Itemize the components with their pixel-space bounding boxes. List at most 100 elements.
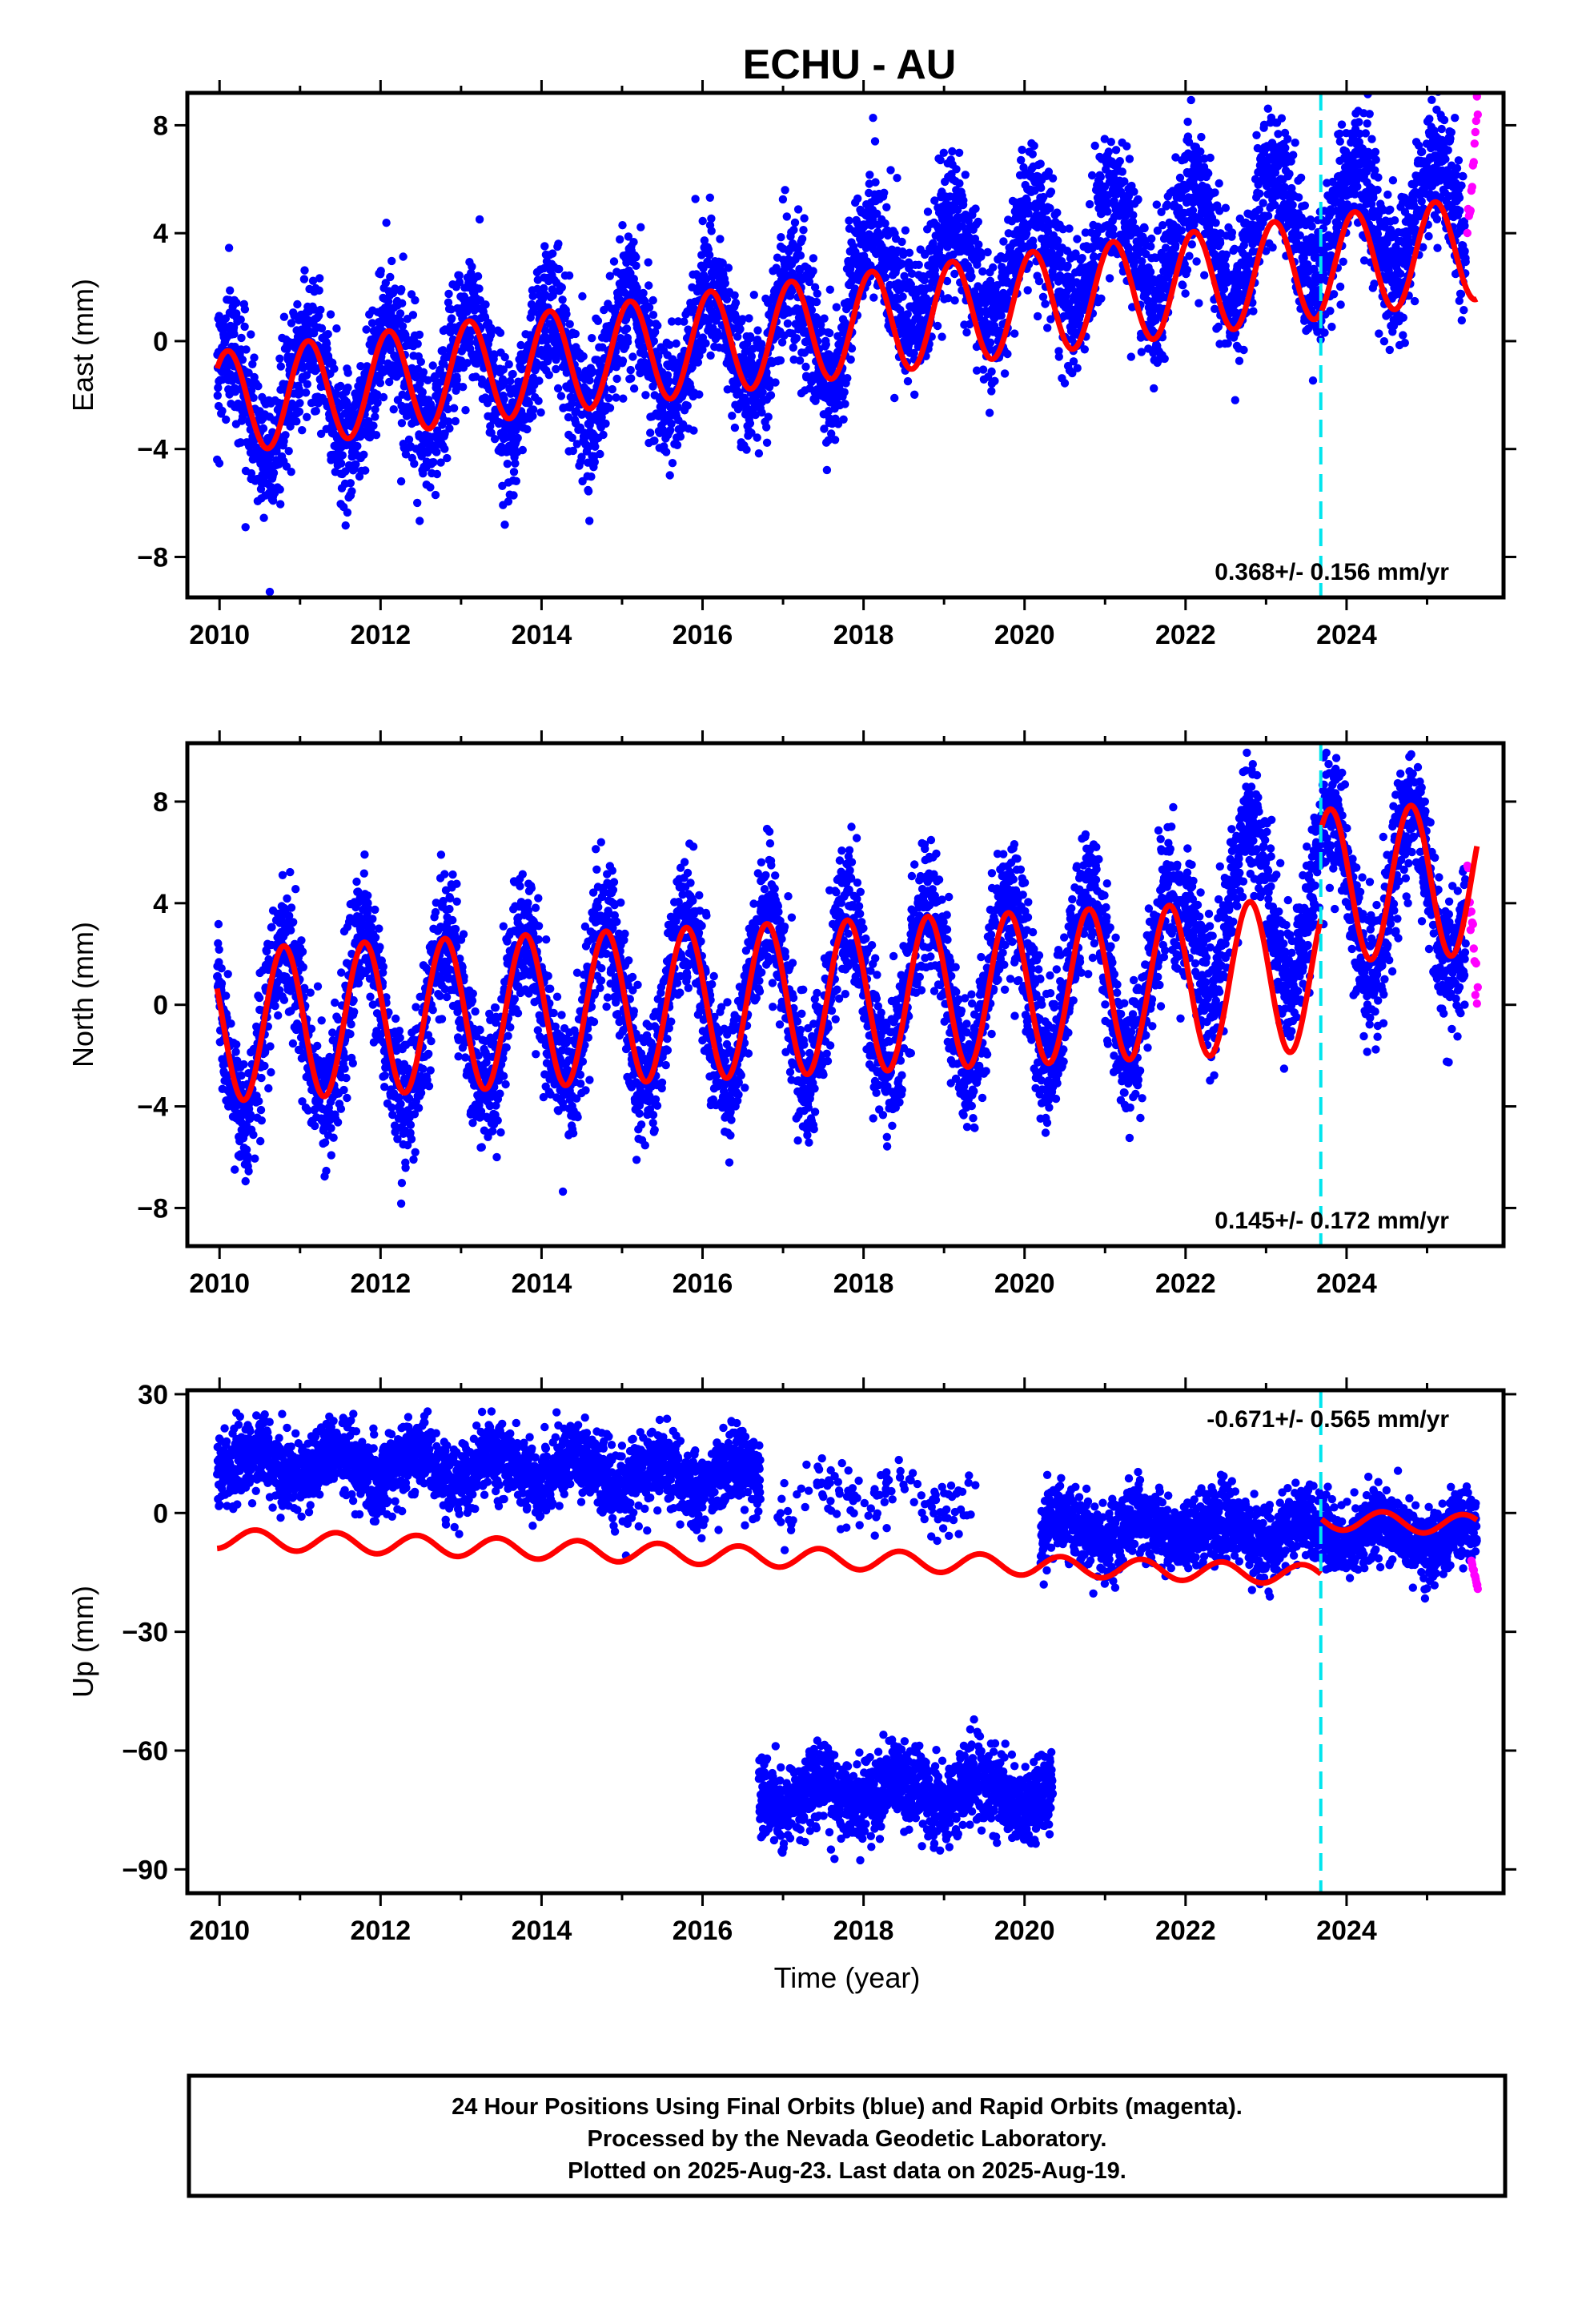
data-point xyxy=(651,328,660,336)
data-point xyxy=(781,186,789,195)
data-point xyxy=(644,258,652,267)
data-point xyxy=(1274,130,1283,139)
data-point xyxy=(871,178,880,187)
data-point xyxy=(1262,247,1271,255)
data-point xyxy=(443,453,452,463)
data-point xyxy=(1195,299,1203,308)
data-point xyxy=(382,219,391,227)
data-point xyxy=(1039,192,1048,202)
data-point xyxy=(987,387,996,396)
data-point xyxy=(254,382,263,391)
data-point xyxy=(361,466,370,475)
data-point xyxy=(1063,261,1072,271)
data-point xyxy=(415,330,424,340)
data-point xyxy=(896,305,905,315)
data-point xyxy=(749,291,758,300)
data-point xyxy=(851,247,860,256)
data-point xyxy=(365,433,375,442)
data-point xyxy=(825,328,834,338)
data-point xyxy=(323,344,331,353)
data-point xyxy=(381,279,390,287)
data-point xyxy=(215,459,224,468)
data-point xyxy=(644,303,654,312)
data-point xyxy=(247,468,256,478)
data-point xyxy=(299,275,309,283)
data-point xyxy=(650,436,659,445)
data-point xyxy=(1303,324,1313,333)
data-point xyxy=(1271,200,1279,210)
data-point xyxy=(300,266,309,275)
data-point xyxy=(754,449,764,458)
data-point xyxy=(385,377,394,387)
data-point xyxy=(672,339,681,348)
data-point xyxy=(226,286,235,295)
data-point xyxy=(465,332,475,342)
data-point xyxy=(943,294,953,303)
data-point xyxy=(500,352,509,362)
data-point xyxy=(498,481,507,490)
data-point xyxy=(665,471,674,480)
data-point xyxy=(1065,224,1074,233)
data-point xyxy=(880,188,889,197)
data-point xyxy=(619,394,628,403)
data-point xyxy=(224,243,234,252)
data-point xyxy=(987,367,996,376)
data-point xyxy=(353,441,362,451)
data-point xyxy=(287,319,296,328)
data-point xyxy=(566,392,575,402)
data-point xyxy=(399,252,408,261)
data-point xyxy=(971,204,980,213)
data-point xyxy=(504,360,513,369)
data-point xyxy=(1249,307,1258,316)
data-point xyxy=(693,358,703,367)
data-point xyxy=(698,345,707,354)
data-point xyxy=(591,442,600,451)
data-point xyxy=(396,476,406,486)
data-point xyxy=(901,226,910,235)
data-point xyxy=(910,390,919,399)
data-point xyxy=(490,435,500,444)
data-point xyxy=(440,444,449,453)
data-point xyxy=(351,460,360,468)
data-point xyxy=(412,372,421,380)
data-point xyxy=(627,374,636,383)
data-point xyxy=(473,271,483,281)
data-point xyxy=(1211,304,1219,313)
data-point xyxy=(1231,396,1240,404)
data-point xyxy=(568,446,577,456)
data-point xyxy=(936,155,945,165)
data-point xyxy=(893,174,901,183)
data-point xyxy=(1277,114,1287,123)
data-point xyxy=(1041,300,1050,308)
data-point xyxy=(524,399,533,408)
data-point xyxy=(609,257,619,266)
data-point xyxy=(295,407,304,416)
data-point xyxy=(397,419,407,428)
data-point xyxy=(1230,244,1239,253)
data-point xyxy=(673,440,682,449)
data-point xyxy=(1301,220,1311,230)
data-point xyxy=(1223,339,1232,348)
data-point xyxy=(1295,231,1304,240)
data-point xyxy=(1294,193,1303,202)
data-point xyxy=(649,336,658,346)
data-point xyxy=(432,448,441,456)
data-point xyxy=(961,171,970,179)
data-point xyxy=(371,412,379,421)
data-point xyxy=(1160,354,1169,364)
data-point xyxy=(905,248,914,257)
data-point xyxy=(906,280,916,289)
data-point xyxy=(1255,205,1264,214)
data-point xyxy=(540,283,548,293)
data-point xyxy=(612,374,621,384)
data-point xyxy=(463,359,472,368)
data-point xyxy=(587,472,596,481)
data-point xyxy=(282,462,291,471)
data-point xyxy=(636,223,645,231)
data-point xyxy=(509,468,519,476)
data-point xyxy=(903,310,912,319)
data-point xyxy=(1103,207,1112,216)
data-point xyxy=(820,424,829,433)
data-point xyxy=(762,438,772,447)
